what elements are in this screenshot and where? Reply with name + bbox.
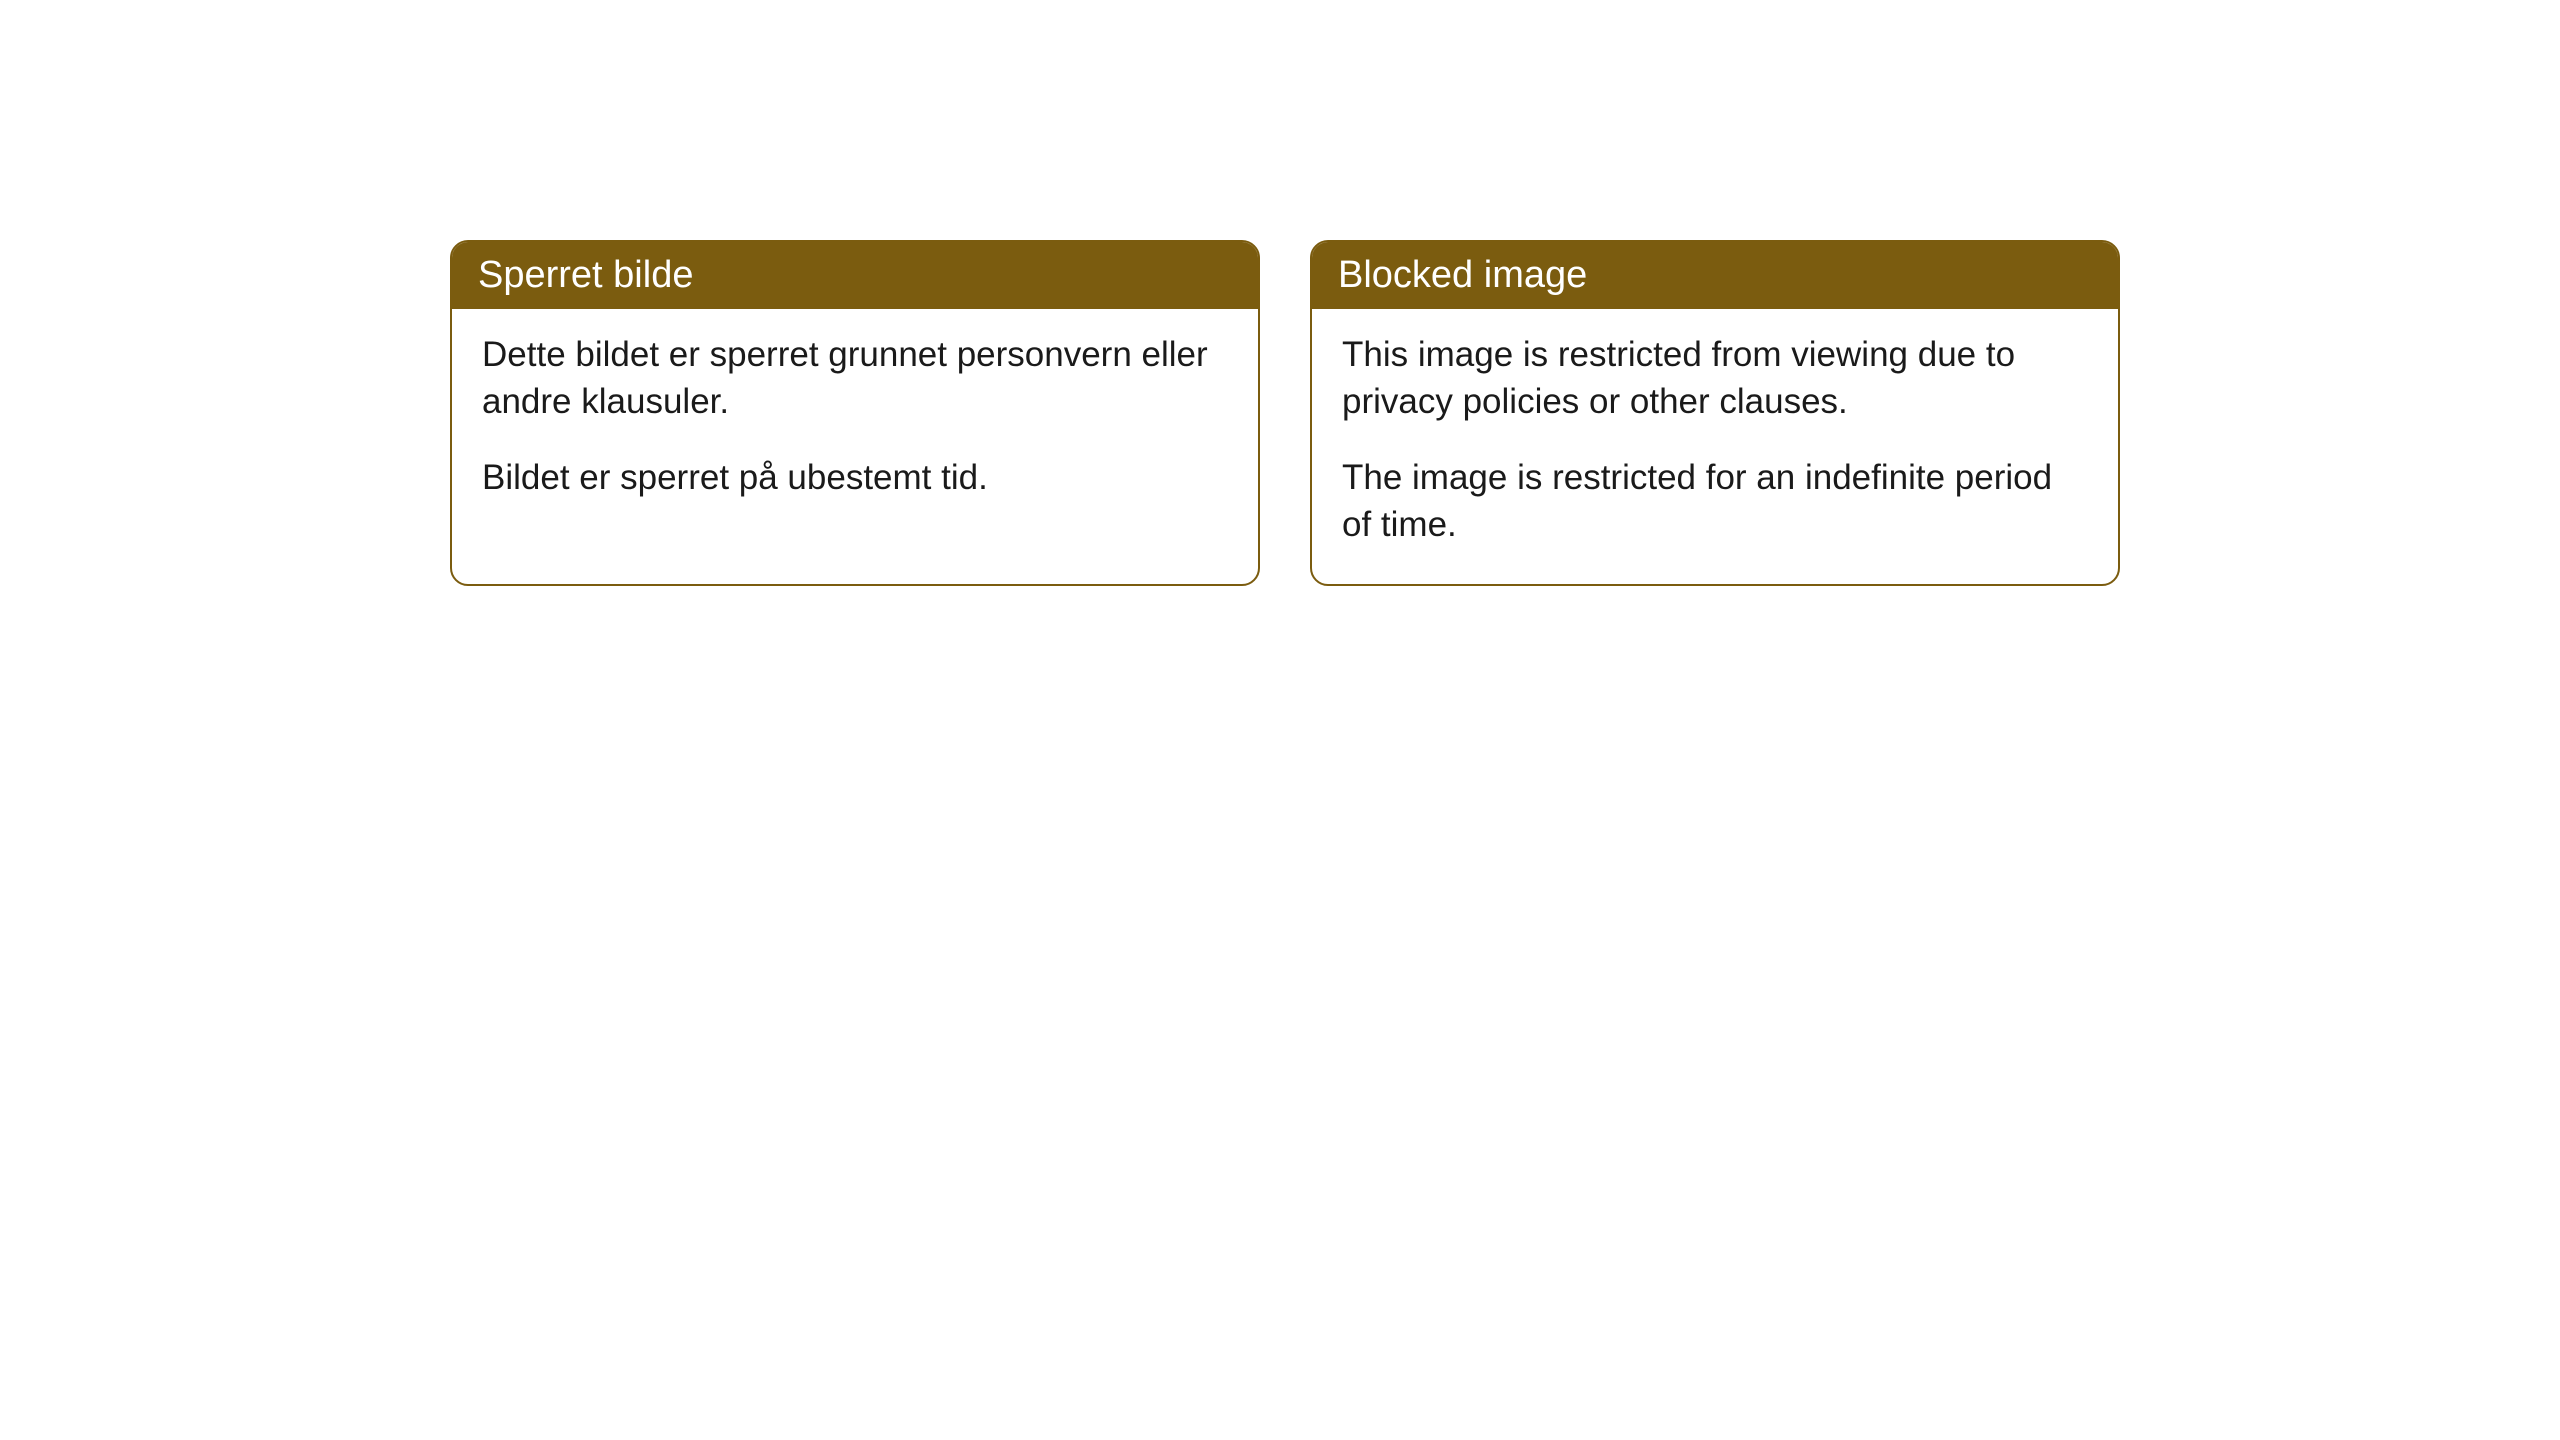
- card-header: Sperret bilde: [452, 242, 1258, 309]
- card-paragraph-1: This image is restricted from viewing du…: [1342, 331, 2088, 426]
- card-body: Dette bildet er sperret grunnet personve…: [452, 309, 1258, 537]
- card-body: This image is restricted from viewing du…: [1312, 309, 2118, 584]
- notice-cards-container: Sperret bilde Dette bildet er sperret gr…: [450, 240, 2120, 586]
- card-title: Blocked image: [1338, 254, 1587, 296]
- notice-card-english: Blocked image This image is restricted f…: [1310, 240, 2120, 586]
- notice-card-norwegian: Sperret bilde Dette bildet er sperret gr…: [450, 240, 1260, 586]
- card-paragraph-2: Bildet er sperret på ubestemt tid.: [482, 454, 1228, 501]
- card-header: Blocked image: [1312, 242, 2118, 309]
- card-title: Sperret bilde: [478, 254, 693, 296]
- card-paragraph-1: Dette bildet er sperret grunnet personve…: [482, 331, 1228, 426]
- card-paragraph-2: The image is restricted for an indefinit…: [1342, 454, 2088, 549]
